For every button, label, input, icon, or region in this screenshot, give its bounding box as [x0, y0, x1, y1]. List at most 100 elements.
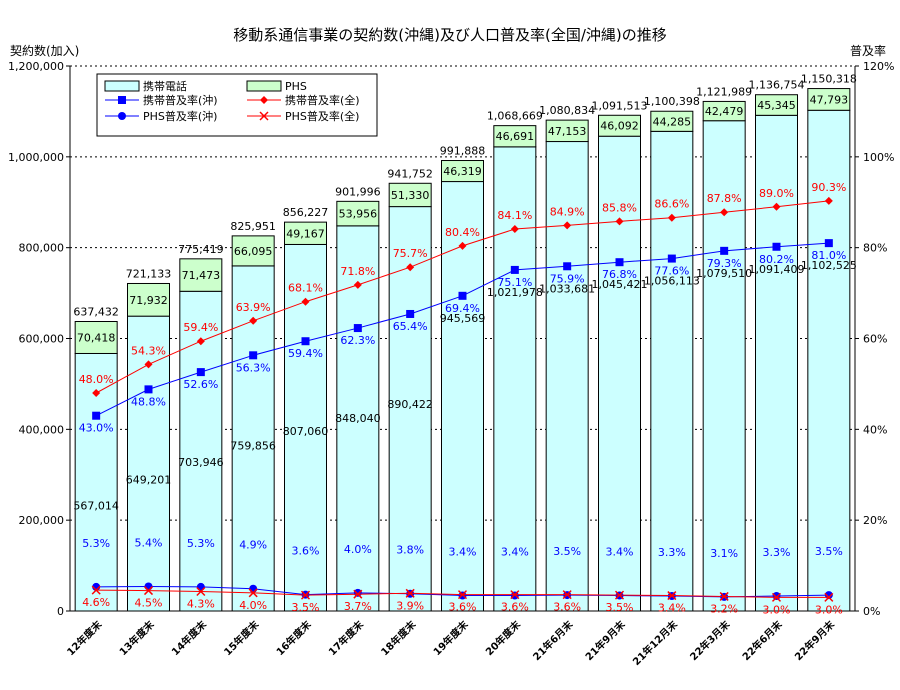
cellular-value-label: 703,946: [178, 456, 224, 469]
series-marker-diamond: [260, 96, 268, 104]
line-value-label: 3.0%: [763, 603, 791, 616]
chart-title: 移動系通信事業の契約数(沖縄)及び人口普及率(全国/沖縄)の推移: [233, 26, 666, 44]
line-value-label: 77.6%: [654, 265, 689, 278]
line-value-label: 3.3%: [658, 546, 686, 559]
labels-layer: 70,418 637,432 71,932 721,133 71,473 775,419 6…: [73, 73, 856, 617]
right-tick-label: 0%: [863, 605, 880, 618]
line-value-label: 4.5%: [135, 597, 163, 610]
category-label: 16年度末: [273, 617, 314, 658]
legend-label-line: 携帯普及率(沖): [143, 93, 218, 107]
line-value-label: 3.4%: [501, 546, 529, 559]
bar-phs: [650, 110, 694, 132]
line-value-label: 3.4%: [606, 546, 634, 559]
left-tick-label: 1,200,000: [8, 60, 64, 73]
bar-phs: [702, 100, 746, 122]
line-value-label: 3.9%: [396, 599, 424, 612]
bar-cellular: [598, 135, 641, 612]
category-label: 17年度末: [326, 617, 367, 658]
line-value-label: 65.4%: [393, 320, 428, 333]
cellular-value-label: 890,422: [387, 398, 433, 411]
total-value-label: 1,091,513: [592, 99, 648, 112]
line-value-label: 48.0%: [79, 373, 114, 386]
total-value-label: 1,136,754: [749, 79, 805, 92]
series-marker-square: [118, 96, 126, 104]
legend-swatch-cellular: [104, 80, 140, 92]
line-value-label: 3.3%: [763, 546, 791, 559]
category-label: 21年12月末: [630, 617, 681, 668]
phs-value-label: 46,691: [496, 130, 535, 143]
phs-value-label: 45,345: [757, 99, 796, 112]
series-marker-square: [772, 242, 781, 251]
series-marker-x: [614, 590, 625, 600]
left-tick-label: 200,000: [19, 514, 65, 527]
category-label: 14年度末: [169, 617, 210, 658]
series-marker-circle: [249, 584, 258, 593]
category-label: 22年6月末: [739, 617, 785, 663]
line-value-label: 80.4%: [445, 226, 480, 239]
series-marker-x: [562, 590, 572, 600]
line-value-label: 59.4%: [288, 347, 323, 360]
bar-phs: [74, 320, 118, 354]
series-marker-diamond: [301, 297, 310, 306]
line-value-label: 4.0%: [344, 543, 372, 556]
bar-phs: [545, 119, 589, 143]
line-value-label: 3.6%: [553, 601, 581, 614]
series-marker-square: [144, 385, 153, 394]
line-value-label: 3.6%: [501, 601, 529, 614]
line-value-label: 86.6%: [654, 198, 689, 211]
line-value-label: 81.0%: [811, 249, 846, 262]
line-value-label: 5.4%: [135, 536, 163, 549]
phs-value-label: 71,473: [182, 269, 221, 282]
category-label: 19年度末: [430, 617, 471, 658]
category-label: 21年9月末: [582, 617, 628, 663]
cellular-value-label: 1,033,681: [539, 282, 595, 295]
line-value-label: 3.2%: [710, 602, 738, 615]
bar-phs: [493, 125, 537, 148]
line-value-label: 59.4%: [183, 321, 218, 334]
line-value-label: 90.3%: [811, 181, 846, 194]
line-value-label: 4.9%: [239, 539, 267, 552]
line-value-label: 5.3%: [82, 537, 110, 550]
line-value-label: 3.8%: [396, 544, 424, 557]
right-tick-label: 60%: [863, 333, 887, 346]
series-marker-x: [824, 592, 834, 602]
line-value-label: 3.7%: [344, 600, 372, 613]
cellular-value-label: 759,856: [230, 439, 276, 452]
series-marker-diamond: [144, 360, 153, 369]
left-tick-label: 400,000: [19, 423, 65, 436]
line-value-label: 85.8%: [602, 201, 637, 214]
series-marker-square: [92, 411, 101, 420]
series-marker-x: [259, 111, 269, 121]
total-value-label: 1,080,834: [539, 104, 595, 117]
line-value-label: 3.5%: [815, 545, 843, 558]
line-value-label: 80.2%: [759, 253, 794, 266]
cellular-value-label: 848,040: [335, 412, 381, 425]
total-value-label: 1,100,398: [644, 95, 700, 108]
bar-phs: [598, 114, 641, 137]
series-marker-circle: [118, 112, 126, 120]
legend: 携帯電話 PHS 携帯普及率(沖) 携帯普及率(全) PHS普及率(沖) PHS普及率(全…: [96, 73, 378, 137]
line-value-label: 3.1%: [710, 547, 738, 560]
series-marker-circle: [353, 588, 362, 597]
cellular-value-label: 1,091,409: [749, 263, 805, 276]
series-marker-x: [300, 590, 311, 600]
bar-cellular: [755, 114, 798, 612]
phs-value-label: 44,285: [653, 115, 692, 128]
total-value-label: 721,133: [126, 267, 172, 280]
phs-value-label: 47,153: [548, 125, 587, 138]
line-value-label: 75.1%: [497, 276, 532, 289]
phs-value-label: 47,793: [810, 93, 849, 106]
line-value-label: 54.3%: [131, 344, 166, 357]
category-label: 12年度末: [64, 617, 105, 658]
phs-value-label: 66,095: [234, 245, 273, 258]
legend-box: [96, 73, 378, 137]
line-value-label: 62.3%: [340, 334, 375, 347]
category-label: 22年9月末: [792, 617, 838, 663]
line-value-label: 4.0%: [239, 599, 267, 612]
bar-phs: [441, 160, 484, 183]
line-value-label: 84.1%: [497, 209, 532, 222]
bar-cellular: [127, 315, 170, 612]
cellular-value-label: 1,045,421: [592, 278, 648, 291]
series-marker-diamond: [458, 241, 467, 250]
series-marker-circle: [144, 582, 153, 591]
